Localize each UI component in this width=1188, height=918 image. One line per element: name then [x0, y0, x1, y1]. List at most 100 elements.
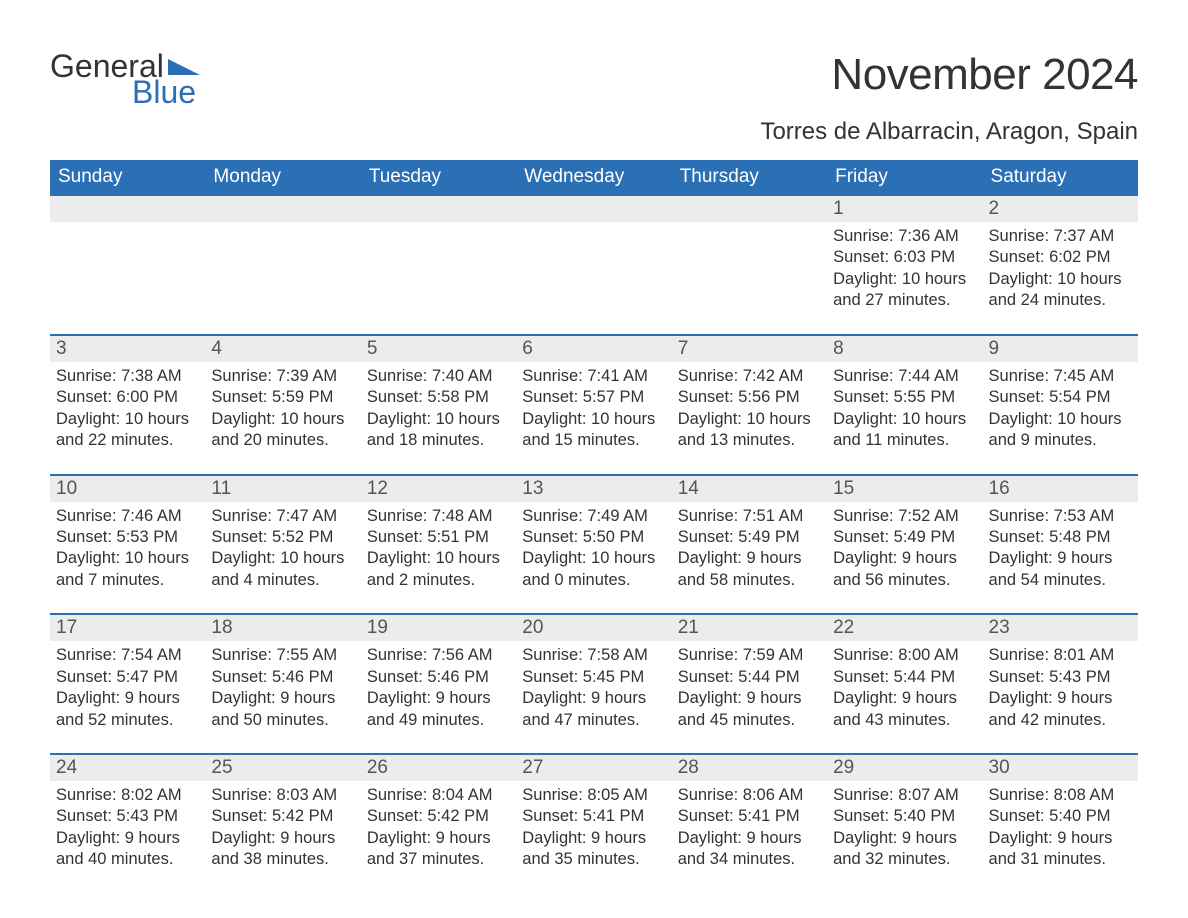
col-wednesday: Wednesday	[516, 160, 671, 196]
day-details-empty	[50, 222, 205, 334]
day-cell: 20Sunrise: 7:58 AMSunset: 5:45 PMDayligh…	[516, 614, 671, 754]
daylight-line: Daylight: 10 hours and 9 minutes.	[989, 409, 1132, 452]
day-details: Sunrise: 8:02 AMSunset: 5:43 PMDaylight:…	[50, 781, 205, 893]
day-cell	[361, 196, 516, 335]
logo-mark-icon	[168, 59, 200, 75]
day-header-row: Sunday Monday Tuesday Wednesday Thursday…	[50, 160, 1138, 196]
day-number: 23	[983, 615, 1138, 641]
day-details: Sunrise: 8:03 AMSunset: 5:42 PMDaylight:…	[205, 781, 360, 893]
daylight-line: Daylight: 9 hours and 52 minutes.	[56, 688, 199, 731]
col-monday: Monday	[205, 160, 360, 196]
sunrise-line: Sunrise: 7:42 AM	[678, 366, 821, 387]
day-details: Sunrise: 8:05 AMSunset: 5:41 PMDaylight:…	[516, 781, 671, 893]
sunset-line: Sunset: 5:40 PM	[989, 806, 1132, 827]
daylight-line: Daylight: 9 hours and 54 minutes.	[989, 548, 1132, 591]
col-tuesday: Tuesday	[361, 160, 516, 196]
sunset-line: Sunset: 5:43 PM	[989, 667, 1132, 688]
day-number: 4	[205, 336, 360, 362]
daylight-line: Daylight: 9 hours and 34 minutes.	[678, 828, 821, 871]
daylight-line: Daylight: 10 hours and 15 minutes.	[522, 409, 665, 452]
day-details: Sunrise: 7:45 AMSunset: 5:54 PMDaylight:…	[983, 362, 1138, 474]
daylight-line: Daylight: 9 hours and 38 minutes.	[211, 828, 354, 871]
day-details: Sunrise: 7:37 AMSunset: 6:02 PMDaylight:…	[983, 222, 1138, 334]
day-number: 10	[50, 476, 205, 502]
day-details: Sunrise: 7:36 AMSunset: 6:03 PMDaylight:…	[827, 222, 982, 334]
sunset-line: Sunset: 5:40 PM	[833, 806, 976, 827]
sunrise-line: Sunrise: 7:47 AM	[211, 506, 354, 527]
day-cell: 7Sunrise: 7:42 AMSunset: 5:56 PMDaylight…	[672, 335, 827, 475]
day-cell: 6 Sunrise: 7:41 AMSunset: 5:57 PMDaylight…	[516, 335, 671, 475]
daylight-line: Daylight: 10 hours and 13 minutes.	[678, 409, 821, 452]
week-row: 1Sunrise: 7:36 AMSunset: 6:03 PMDaylight…	[50, 196, 1138, 335]
day-number: 13	[516, 476, 671, 502]
daylight-line: Daylight: 9 hours and 49 minutes.	[367, 688, 510, 731]
sunset-line: Sunset: 5:43 PM	[56, 806, 199, 827]
day-cell: 2Sunrise: 7:37 AMSunset: 6:02 PMDaylight…	[983, 196, 1138, 335]
sunrise-line: Sunrise: 8:03 AM	[211, 785, 354, 806]
day-number: 22	[827, 615, 982, 641]
day-number: 15	[827, 476, 982, 502]
day-details: Sunrise: 8:04 AMSunset: 5:42 PMDaylight:…	[361, 781, 516, 893]
sunrise-line: Sunrise: 7:49 AM	[522, 506, 665, 527]
day-number: 24	[50, 755, 205, 781]
sunset-line: Sunset: 5:42 PM	[367, 806, 510, 827]
daylight-line: Daylight: 10 hours and 2 minutes.	[367, 548, 510, 591]
sunrise-line: Sunrise: 7:51 AM	[678, 506, 821, 527]
daylight-line: Daylight: 9 hours and 45 minutes.	[678, 688, 821, 731]
day-number: 2	[983, 196, 1138, 222]
daylight-line: Daylight: 9 hours and 42 minutes.	[989, 688, 1132, 731]
sunrise-line: Sunrise: 7:41 AM	[522, 366, 665, 387]
sunset-line: Sunset: 5:47 PM	[56, 667, 199, 688]
day-cell: 8Sunrise: 7:44 AMSunset: 5:55 PMDaylight…	[827, 335, 982, 475]
col-sunday: Sunday	[50, 160, 205, 196]
daylight-line: Daylight: 10 hours and 22 minutes.	[56, 409, 199, 452]
daylight-line: Daylight: 9 hours and 58 minutes.	[678, 548, 821, 591]
day-cell	[50, 196, 205, 335]
sunrise-line: Sunrise: 7:37 AM	[989, 226, 1132, 247]
sunset-line: Sunset: 5:54 PM	[989, 387, 1132, 408]
day-cell	[205, 196, 360, 335]
day-details: Sunrise: 7:44 AMSunset: 5:55 PMDaylight:…	[827, 362, 982, 474]
sunrise-line: Sunrise: 7:46 AM	[56, 506, 199, 527]
week-row: 17Sunrise: 7:54 AMSunset: 5:47 PMDayligh…	[50, 614, 1138, 754]
day-cell: 1Sunrise: 7:36 AMSunset: 6:03 PMDaylight…	[827, 196, 982, 335]
day-cell: 18Sunrise: 7:55 AMSunset: 5:46 PMDayligh…	[205, 614, 360, 754]
sunset-line: Sunset: 5:49 PM	[833, 527, 976, 548]
sunset-line: Sunset: 5:44 PM	[833, 667, 976, 688]
day-number: 6	[516, 336, 671, 362]
day-number: 21	[672, 615, 827, 641]
sunrise-line: Sunrise: 7:48 AM	[367, 506, 510, 527]
week-row: 3Sunrise: 7:38 AMSunset: 6:00 PMDaylight…	[50, 335, 1138, 475]
day-details-empty	[516, 222, 671, 334]
daylight-line: Daylight: 10 hours and 24 minutes.	[989, 269, 1132, 312]
sunrise-line: Sunrise: 7:36 AM	[833, 226, 976, 247]
logo: General Blue	[50, 50, 200, 108]
sunrise-line: Sunrise: 7:56 AM	[367, 645, 510, 666]
day-details-empty	[361, 222, 516, 334]
day-number: 9	[983, 336, 1138, 362]
day-details: Sunrise: 8:08 AMSunset: 5:40 PMDaylight:…	[983, 781, 1138, 893]
day-details: Sunrise: 7:55 AMSunset: 5:46 PMDaylight:…	[205, 641, 360, 753]
day-details: Sunrise: 7:58 AMSunset: 5:45 PMDaylight:…	[516, 641, 671, 753]
daylight-line: Daylight: 10 hours and 18 minutes.	[367, 409, 510, 452]
day-cell: 22Sunrise: 8:00 AMSunset: 5:44 PMDayligh…	[827, 614, 982, 754]
sunset-line: Sunset: 5:55 PM	[833, 387, 976, 408]
day-cell: 21Sunrise: 7:59 AMSunset: 5:44 PMDayligh…	[672, 614, 827, 754]
day-number: 12	[361, 476, 516, 502]
sunset-line: Sunset: 5:45 PM	[522, 667, 665, 688]
day-details: Sunrise: 8:01 AMSunset: 5:43 PMDaylight:…	[983, 641, 1138, 753]
day-cell: 30Sunrise: 8:08 AMSunset: 5:40 PMDayligh…	[983, 754, 1138, 893]
day-details: Sunrise: 7:59 AMSunset: 5:44 PMDaylight:…	[672, 641, 827, 753]
sunrise-line: Sunrise: 7:58 AM	[522, 645, 665, 666]
day-cell: 11Sunrise: 7:47 AMSunset: 5:52 PMDayligh…	[205, 475, 360, 615]
sunset-line: Sunset: 5:57 PM	[522, 387, 665, 408]
col-friday: Friday	[827, 160, 982, 196]
day-details: Sunrise: 7:53 AMSunset: 5:48 PMDaylight:…	[983, 502, 1138, 614]
day-number: 26	[361, 755, 516, 781]
day-cell	[516, 196, 671, 335]
daylight-line: Daylight: 10 hours and 11 minutes.	[833, 409, 976, 452]
day-cell: 4Sunrise: 7:39 AMSunset: 5:59 PMDaylight…	[205, 335, 360, 475]
daylight-line: Daylight: 9 hours and 40 minutes.	[56, 828, 199, 871]
daylight-line: Daylight: 10 hours and 27 minutes.	[833, 269, 976, 312]
sunrise-line: Sunrise: 8:02 AM	[56, 785, 199, 806]
